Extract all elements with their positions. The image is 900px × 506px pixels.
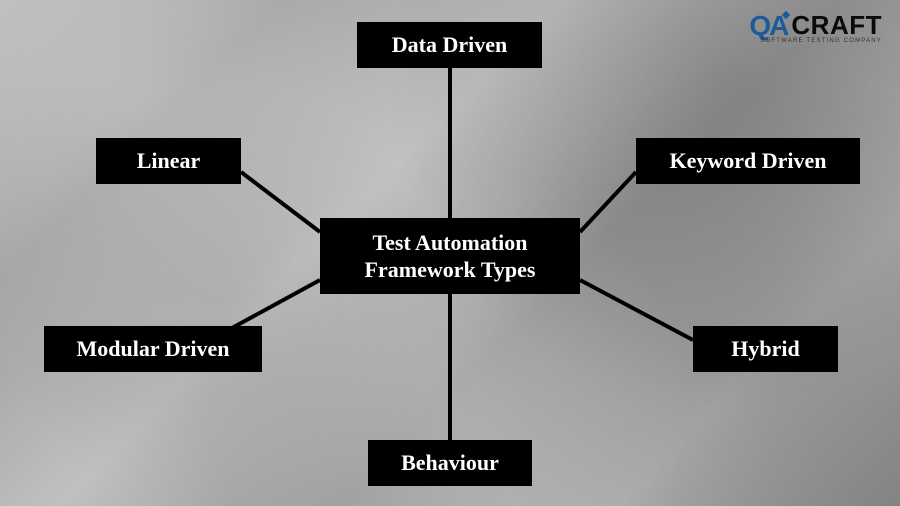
leaf-node-keyword-driven: Keyword Driven bbox=[636, 138, 860, 184]
leaf-label: Keyword Driven bbox=[669, 147, 826, 175]
leaf-label: Modular Driven bbox=[77, 335, 230, 363]
center-line2: Framework Types bbox=[365, 256, 536, 284]
leaf-label: Hybrid bbox=[731, 335, 799, 363]
logo-word: CRAFT bbox=[791, 10, 882, 41]
center-node: Test Automation Framework Types bbox=[320, 218, 580, 294]
leaf-node-linear: Linear bbox=[96, 138, 241, 184]
leaf-label: Behaviour bbox=[401, 449, 499, 477]
edge-linear bbox=[241, 172, 320, 232]
leaf-node-data-driven: Data Driven bbox=[357, 22, 542, 68]
leaf-node-behaviour: Behaviour bbox=[368, 440, 532, 486]
leaf-node-modular-driven: Modular Driven bbox=[44, 326, 262, 372]
logo-subtitle: SOFTWARE TESTING COMPANY bbox=[760, 38, 882, 44]
edge-keyword-driven bbox=[580, 172, 636, 232]
edge-hybrid bbox=[580, 280, 693, 340]
leaf-label: Data Driven bbox=[392, 31, 507, 59]
leaf-label: Linear bbox=[137, 147, 201, 175]
center-line1: Test Automation bbox=[372, 229, 527, 257]
leaf-node-hybrid: Hybrid bbox=[693, 326, 838, 372]
